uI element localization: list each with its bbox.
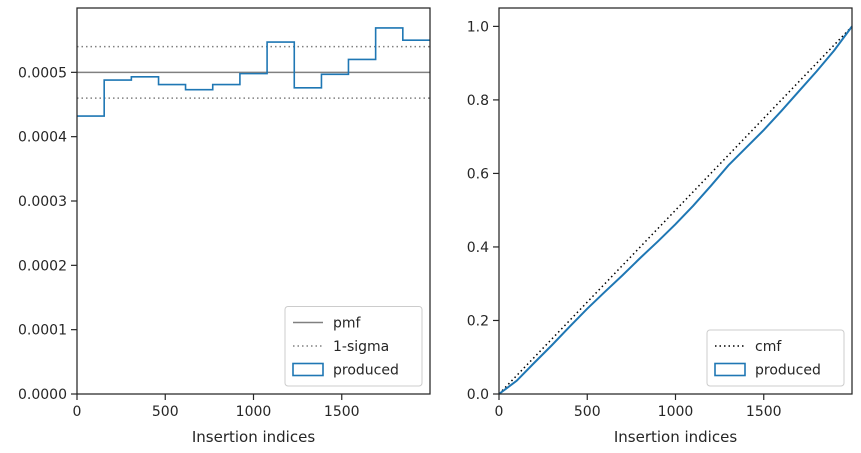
legend-label-produced: produced: [755, 363, 821, 379]
cmf-cumulative-panel: 0 500 1000 1500 0.0 0.2 0.4 0.6 0.8 1.0 Insertion …: [467, 7, 853, 446]
y-tick-label: 0.0003: [18, 194, 67, 210]
x-tick-label: 1000: [236, 404, 272, 420]
x-tick-label: 1500: [324, 404, 360, 420]
legend-box: [284, 306, 423, 387]
y-tick-label: 1.0: [467, 19, 489, 35]
x-axis-label: Insertion indices: [192, 428, 315, 446]
y-tick-label: 0.0001: [18, 323, 67, 339]
legend-label-pmf: pmf: [333, 316, 362, 332]
legend-swatch-produced: [714, 362, 746, 377]
series-produced-line: [498, 25, 853, 395]
legend-label-1-sigma: 1-sigma: [333, 339, 389, 355]
legend-label-cmf: cmf: [755, 339, 782, 355]
y-tick-label: 0.0002: [18, 258, 67, 274]
y-tick-label: 0.2: [467, 313, 489, 329]
y-tick-label: 0.0: [467, 387, 489, 403]
x-tick-label: 1500: [746, 404, 782, 420]
x-tick-label: 500: [574, 404, 601, 420]
x-tick-label: 500: [152, 404, 179, 420]
x-axis-label: Insertion indices: [614, 428, 737, 446]
y-tick-label: 0.0000: [18, 387, 67, 403]
y-tick-label: 0.0005: [18, 65, 67, 81]
y-tick-label: 0.4: [467, 240, 489, 256]
y-tick-label: 0.8: [467, 93, 489, 109]
legend-swatch-produced: [292, 362, 324, 377]
x-tick-label: 0: [73, 404, 82, 420]
pmf-histogram-panel: 0 500 1000 1500 0.0000 0.0001 0.0002 0.0003 0.00…: [18, 7, 431, 446]
legend: cmf produced: [706, 329, 845, 387]
y-tick-label: 0.6: [467, 166, 489, 182]
x-tick-label: 1000: [658, 404, 694, 420]
series-produced-histogram: [77, 27, 430, 117]
y-tick-label: 0.0004: [18, 130, 67, 146]
x-tick-label: 0: [495, 404, 504, 420]
legend: pmf 1-sigma produced: [284, 306, 423, 387]
legend-label-produced: produced: [333, 363, 399, 379]
legend-box: [706, 329, 845, 387]
